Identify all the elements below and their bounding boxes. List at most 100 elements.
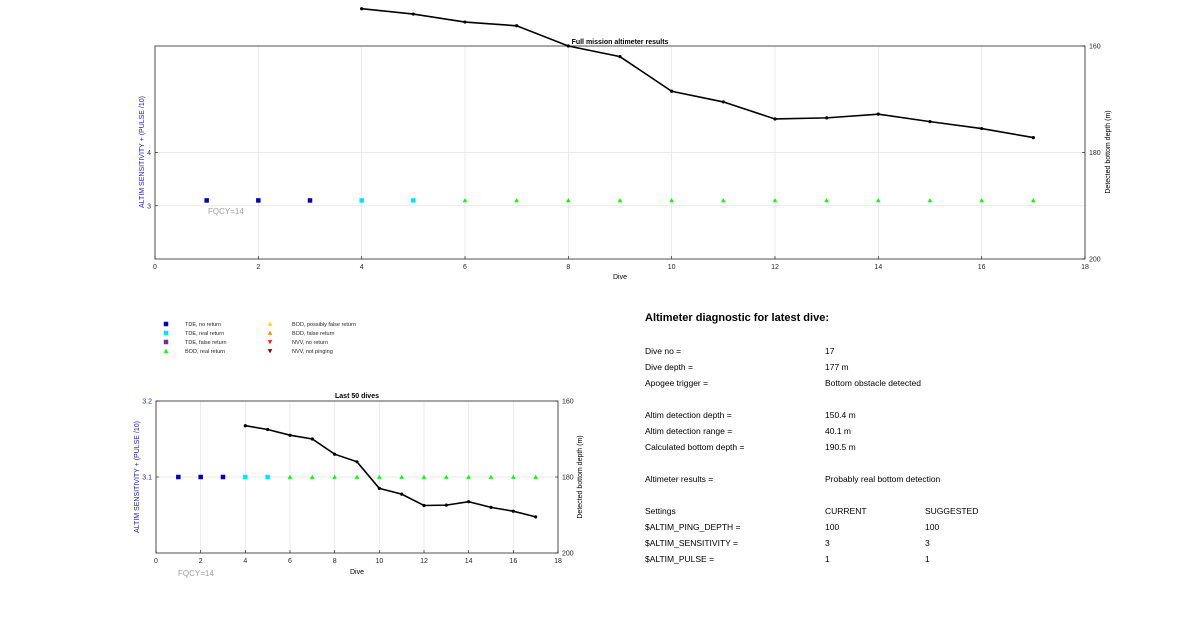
bottom-depth-point bbox=[243, 424, 247, 428]
legend-item: TDE, real return bbox=[163, 330, 224, 337]
y-left-tick-label: 3.1 bbox=[142, 475, 152, 482]
bottom-depth-point bbox=[1031, 135, 1035, 140]
bottom-depth-point bbox=[618, 55, 622, 59]
legend-item: NVV, not pinging bbox=[267, 349, 333, 355]
bottom-depth-point bbox=[266, 427, 270, 432]
bottom-depth-point bbox=[721, 100, 725, 104]
diag-label: Dive depth = bbox=[645, 362, 693, 372]
legend-marker bbox=[163, 339, 169, 345]
diag-row-calc-depth: Calculated bottom depth = 190.5 m bbox=[645, 439, 1065, 455]
legend-marker bbox=[267, 330, 273, 335]
bottom-depth-point bbox=[360, 7, 364, 11]
bottom-depth-point bbox=[422, 503, 426, 508]
spacer bbox=[645, 455, 1065, 471]
bottom-depth-point bbox=[670, 89, 674, 93]
current-header: CURRENT bbox=[825, 506, 867, 516]
diag-label: Dive no = bbox=[645, 346, 682, 356]
x-tick-label: 6 bbox=[288, 558, 292, 565]
setting-name: $ALTIM_PING_DEPTH = bbox=[645, 522, 741, 532]
setting-name: $ALTIM_PULSE = bbox=[645, 554, 715, 564]
bottom-depth-point bbox=[400, 492, 404, 496]
legend-label: BOD, real return bbox=[185, 349, 225, 355]
legend-label: BOD, possibly false return bbox=[292, 322, 356, 328]
diag-label: Apogee trigger = bbox=[645, 378, 709, 388]
x-tick-label: 14 bbox=[874, 264, 882, 271]
bottom-depth-point bbox=[333, 452, 337, 456]
diagnostic-title: Altimeter diagnostic for latest dive: bbox=[645, 312, 829, 324]
altimeter-point bbox=[198, 474, 203, 480]
main-chart-marks bbox=[204, 7, 1036, 203]
altimeter-point bbox=[1031, 197, 1036, 203]
setting-suggested: 3 bbox=[925, 538, 930, 548]
legend-label: TDE, false return bbox=[185, 340, 227, 346]
bottom-depth-point bbox=[825, 116, 829, 120]
altimeter-point bbox=[377, 474, 382, 479]
y-right-tick-label: 200 bbox=[562, 551, 574, 558]
spacer bbox=[645, 391, 1065, 407]
diag-value: Probably real bottom detection bbox=[825, 474, 941, 484]
diag-row-dive-no: Dive no = 17 bbox=[645, 343, 1065, 359]
altimeter-point bbox=[287, 474, 293, 479]
diag-row-setting: $ALTIM_PULSE = 1 1 bbox=[645, 551, 1065, 567]
x-tick-label: 10 bbox=[375, 558, 383, 565]
x-tick-label: 16 bbox=[978, 264, 986, 271]
y-left-tick-label: 4 bbox=[147, 150, 151, 157]
diag-value: 177 m bbox=[825, 362, 849, 372]
diag-row-setting: $ALTIM_PING_DEPTH = 100 100 bbox=[645, 519, 1065, 535]
altimeter-point bbox=[927, 197, 933, 203]
altimeter-point bbox=[220, 474, 226, 480]
setting-current: 100 bbox=[825, 522, 840, 532]
altimeter-point bbox=[444, 474, 449, 479]
x-tick-label: 2 bbox=[199, 558, 203, 565]
legend-marker bbox=[267, 349, 273, 354]
altimeter-point bbox=[721, 197, 726, 203]
suggested-header: SUGGESTED bbox=[925, 506, 979, 516]
main-chart-ylabel-left: ALTIM SENSITIVITY + (PULSE /10) bbox=[139, 96, 146, 208]
bottom-depth-point bbox=[288, 433, 292, 437]
altimeter-point bbox=[979, 197, 984, 203]
spacer bbox=[645, 487, 1065, 503]
legend-item: TDE, no return bbox=[163, 321, 221, 328]
setting-current: 3 bbox=[825, 538, 830, 548]
legend-item: BOD, false return bbox=[267, 330, 335, 337]
bottom-depth-point bbox=[444, 503, 448, 507]
setting-current: 1 bbox=[825, 554, 830, 564]
bottom-depth-point bbox=[773, 117, 777, 121]
y-right-tick-label: 160 bbox=[562, 399, 574, 406]
diag-value: 17 bbox=[825, 346, 835, 356]
y-right-tick-label: 180 bbox=[562, 475, 574, 482]
setting-suggested: 100 bbox=[925, 522, 940, 532]
legend-item: NVV, no return bbox=[267, 340, 328, 346]
x-tick-label: 4 bbox=[360, 264, 364, 271]
legend-marker bbox=[267, 321, 273, 326]
diag-value: 40.1 m bbox=[825, 426, 851, 436]
bottom-depth-point bbox=[355, 460, 359, 464]
altimeter-point bbox=[332, 474, 337, 479]
x-tick-label: 10 bbox=[668, 264, 676, 271]
altimeter-point bbox=[617, 197, 623, 203]
x-tick-label: 18 bbox=[554, 558, 562, 565]
altimeter-point bbox=[256, 198, 261, 203]
y-left-tick-label: 3.2 bbox=[142, 399, 152, 406]
altimeter-point bbox=[876, 197, 881, 203]
setting-name: $ALTIM_SENSITIVITY = bbox=[645, 538, 738, 548]
diag-row-settings-header: Settings CURRENT SUGGESTED bbox=[645, 503, 1065, 519]
altimeter-point bbox=[488, 474, 494, 479]
legend-label: TDE, real return bbox=[185, 331, 224, 337]
legend-item: BOD, real return bbox=[163, 348, 225, 355]
diag-label: Calculated bottom depth = bbox=[645, 442, 745, 452]
diag-value: 190.5 m bbox=[825, 442, 856, 452]
settings-header: Settings bbox=[645, 506, 676, 516]
altimeter-point bbox=[204, 198, 209, 203]
bottom-depth-point bbox=[511, 509, 515, 513]
legend-label: NVV, not pinging bbox=[292, 349, 333, 355]
legend-label: NVV, no return bbox=[292, 340, 328, 346]
small-chart-title: Last 50 dives bbox=[335, 393, 379, 400]
x-tick-label: 18 bbox=[1081, 264, 1089, 271]
altimeter-point bbox=[824, 197, 829, 203]
diag-label: Altim detection range = bbox=[645, 426, 733, 436]
small-chart-ticks: 0 2 4 6 8 10 12 14 16 18 3.1 3.2 160 180 200 bbox=[142, 399, 574, 566]
